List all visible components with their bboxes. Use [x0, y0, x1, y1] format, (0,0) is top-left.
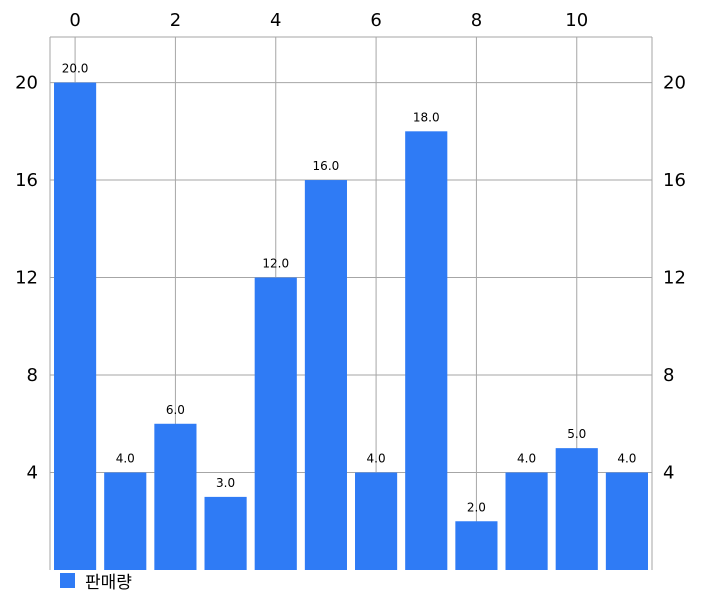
bar-value-label: 4.0	[116, 452, 135, 466]
x-tick-label: 0	[69, 10, 80, 31]
data-labels: 20.0 4.0 6.0 3.0 12.0 16.0 4.0 18.0 2.0 4.0 5.0 4.0	[62, 62, 637, 515]
bar-value-label: 20.0	[62, 62, 89, 76]
bar	[154, 423, 197, 570]
bar-value-label: 5.0	[567, 427, 586, 441]
x-tick-label: 4	[270, 10, 281, 31]
bar-value-label: 3.0	[216, 476, 235, 490]
bar-value-label: 12.0	[262, 257, 289, 271]
bar	[204, 496, 247, 570]
bar	[405, 131, 448, 570]
y-tick-label-left: 4	[27, 463, 38, 484]
y-tick-label-left: 12	[15, 268, 38, 289]
x-tick-label: 6	[370, 10, 381, 31]
x-tick-label: 10	[565, 10, 588, 31]
y-tick-label-right: 20	[663, 73, 686, 94]
axes: 0 2 4 6 8 10 4 4 8 8 12 12 16 16 20 20	[15, 10, 686, 484]
legend: 판매량	[60, 573, 132, 593]
bar-value-label: 4.0	[617, 452, 636, 466]
legend-swatch	[60, 573, 75, 588]
y-tick-label-right: 4	[663, 463, 674, 484]
bar-value-label: 18.0	[413, 110, 440, 124]
bar	[104, 472, 147, 570]
bar	[455, 521, 498, 570]
legend-label: 판매량	[85, 573, 132, 593]
bar-value-label: 4.0	[367, 452, 386, 466]
y-tick-label-right: 12	[663, 268, 686, 289]
bar	[54, 82, 97, 570]
y-tick-label-left: 16	[15, 170, 38, 191]
y-tick-label-left: 20	[15, 73, 38, 94]
bar	[555, 448, 598, 570]
y-tick-label-right: 8	[663, 365, 674, 386]
bar	[605, 472, 648, 570]
y-tick-label-right: 16	[663, 170, 686, 191]
x-tick-label: 8	[471, 10, 482, 31]
bar	[254, 277, 297, 570]
bar	[304, 180, 347, 570]
bar-value-label: 4.0	[517, 452, 536, 466]
bar	[355, 472, 398, 570]
bar-value-label: 2.0	[467, 500, 486, 514]
bar-value-label: 6.0	[166, 403, 185, 417]
bar-value-label: 16.0	[313, 159, 340, 173]
bars	[54, 82, 648, 570]
x-tick-label: 2	[170, 10, 181, 31]
y-tick-label-left: 8	[27, 365, 38, 386]
bar	[505, 472, 548, 570]
